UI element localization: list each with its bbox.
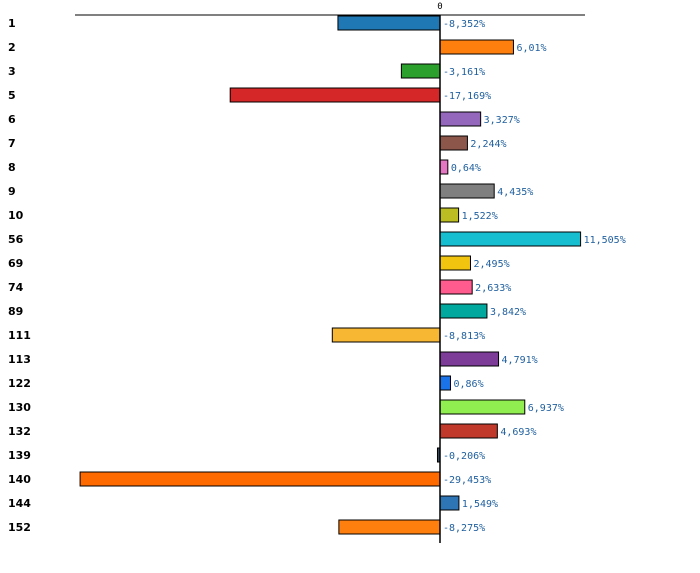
category-label: 7 <box>8 137 16 150</box>
category-label: 111 <box>8 329 31 342</box>
bar <box>229 87 441 103</box>
bar <box>439 159 449 175</box>
category-label: 122 <box>8 377 31 390</box>
value-label: -0,206% <box>443 451 485 462</box>
bar <box>439 111 482 127</box>
bar <box>439 255 471 271</box>
value-label: 3,327% <box>484 115 520 126</box>
category-label: 113 <box>8 353 31 366</box>
bars-group: 1 -8,352% 2 6,01% 3 -3,161% 5 -17,169% 6 3,327% 7 2… <box>8 15 626 535</box>
bar <box>439 303 488 319</box>
value-label: 3,842% <box>490 307 526 318</box>
value-label: 6,01% <box>516 43 546 54</box>
category-label: 9 <box>8 185 16 198</box>
category-label: 8 <box>8 161 16 174</box>
bar <box>400 63 441 79</box>
bar <box>439 375 452 391</box>
bar <box>439 39 514 55</box>
bar <box>439 495 460 511</box>
value-label: 0,86% <box>454 379 484 390</box>
category-label: 69 <box>8 257 23 270</box>
value-label: 2,244% <box>470 139 506 150</box>
category-label: 10 <box>8 209 24 222</box>
bar <box>439 399 526 415</box>
value-label: 4,791% <box>502 355 538 366</box>
category-label: 140 <box>8 473 31 486</box>
category-label: 56 <box>8 233 24 246</box>
category-label: 5 <box>8 89 16 102</box>
value-label: -8,352% <box>443 19 485 30</box>
bar <box>439 183 495 199</box>
value-label: -8,275% <box>443 523 485 534</box>
value-label: 2,633% <box>475 283 511 294</box>
category-label: 89 <box>8 305 23 318</box>
value-label: 11,505% <box>584 235 626 246</box>
bar <box>338 519 441 535</box>
category-label: 144 <box>8 497 31 510</box>
bar <box>439 207 460 223</box>
value-label: 1,522% <box>462 211 498 222</box>
value-label: -3,161% <box>443 67 485 78</box>
category-label: 130 <box>8 401 31 414</box>
category-label: 74 <box>8 281 24 294</box>
category-label: 139 <box>8 449 31 462</box>
category-label: 152 <box>8 521 31 534</box>
value-label: -17,169% <box>443 91 491 102</box>
bar <box>439 135 468 151</box>
value-label: 0,64% <box>451 163 481 174</box>
value-label: 4,693% <box>500 427 536 438</box>
category-label: 1 <box>8 17 16 30</box>
bar <box>331 327 441 343</box>
value-label: -8,813% <box>443 331 485 342</box>
bar <box>79 471 441 487</box>
bar <box>439 351 500 367</box>
bar <box>439 279 473 295</box>
value-label: 1,549% <box>462 499 498 510</box>
bar <box>439 231 582 247</box>
value-label: 2,495% <box>473 259 509 270</box>
category-label: 2 <box>8 41 16 54</box>
category-label: 132 <box>8 425 31 438</box>
value-label: -29,453% <box>443 475 491 486</box>
bar <box>337 15 441 31</box>
zero-tick-label: 0 <box>437 2 442 12</box>
category-label: 3 <box>8 65 16 78</box>
bar <box>439 423 498 439</box>
value-label: 4,435% <box>497 187 533 198</box>
value-label: 6,937% <box>528 403 564 414</box>
category-label: 6 <box>8 113 16 126</box>
